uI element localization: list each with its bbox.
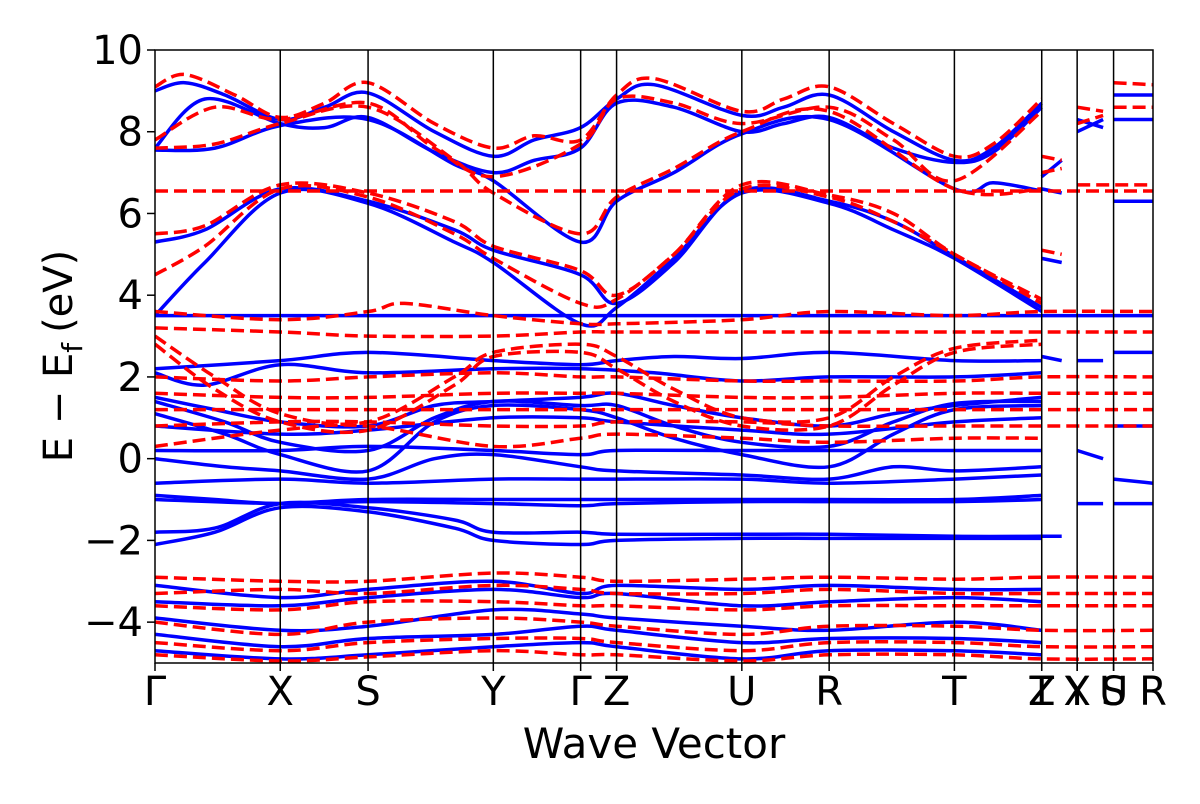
dashed-band-0 [155, 72, 1043, 159]
y-tick-label-5: 6 [118, 191, 143, 237]
solid-band-2 [155, 114, 1043, 244]
solid-band-12 [155, 444, 1042, 457]
solid-band-20 [155, 587, 1042, 608]
kpoint-label-14: S [1101, 669, 1126, 715]
dashed-band-21 [1041, 154, 1063, 163]
solid-band-32 [1076, 448, 1104, 461]
kpoint-label-5: Z [603, 669, 630, 715]
x-axis-label: Wave Vector [523, 719, 786, 768]
kpoint-label-12: X [1063, 669, 1090, 715]
solid-band-30 [1076, 117, 1104, 134]
dashed-band-11 [155, 391, 1153, 400]
solid-band-24 [1040, 158, 1063, 179]
dashed-band-23 [1041, 248, 1063, 257]
solid-band-11 [155, 414, 1042, 437]
kpoint-label-1: X [267, 669, 294, 715]
dashed-band-20 [155, 648, 1153, 663]
kpoint-label-2: S [355, 669, 380, 715]
kpoint-label-10: T [1029, 669, 1055, 715]
kpoint-label-7: R [815, 669, 843, 715]
kpoint-label-8: T [941, 669, 967, 715]
solid-band-26 [1041, 256, 1063, 265]
dashed-band-5 [155, 183, 1043, 309]
kpoint-label-11: Y [1064, 669, 1090, 715]
high-symmetry-lines [279, 50, 1115, 663]
y-tick-label-4: 4 [118, 273, 143, 319]
solid-band-23 [155, 640, 1042, 661]
y-axis-label: E − Ef (eV) [36, 250, 89, 463]
kpoint-label-9: Z [1028, 669, 1055, 715]
kpoint-label-4: Γ [569, 669, 592, 715]
y-tick-label-7: 10 [92, 28, 143, 74]
y-tick-label-6: 8 [118, 110, 143, 156]
solid-band-13 [155, 452, 1042, 482]
kpoint-label-3: Y [480, 669, 506, 715]
kpoint-label-13: U [1099, 669, 1128, 715]
dashed-band-18 [155, 616, 1153, 637]
y-axis-label-unit: (eV) [36, 250, 82, 333]
dashed-band-9 [155, 342, 1042, 435]
y-axis-label-main: E − E [36, 353, 82, 463]
plot-frame [154, 49, 1154, 664]
dashed-band-16 [155, 583, 1153, 596]
x-axis-ticks: Γ X S Y Γ Z U R T ZT YX US R [144, 663, 1167, 715]
y-tick-label-2: 0 [118, 437, 143, 483]
dashed-band-25 [1076, 113, 1104, 126]
solid-band-22 [155, 624, 1042, 649]
dashed-band-19 [155, 636, 1153, 653]
kpoint-label-6: U [727, 669, 756, 715]
y-tick-label-3: 2 [118, 355, 143, 401]
dashed-band-4 [155, 179, 1043, 301]
kpoint-label-15: R [1139, 669, 1167, 715]
solid-band-10 [155, 403, 1042, 474]
kpoint-label-0: Γ [144, 669, 167, 715]
dashed-band-8 [155, 334, 1042, 426]
dashed-band-2 [155, 104, 1042, 236]
dashed-band-1 [155, 94, 1043, 183]
dashed-band-15 [155, 571, 1153, 584]
solid-band-9 [155, 399, 1042, 454]
dashed-band-14 [155, 423, 1042, 449]
solid-band-39 [1113, 477, 1153, 485]
y-axis-ticks: −4 −2 0 2 4 6 8 10 [84, 28, 155, 646]
y-axis-label-subscript: f [56, 342, 89, 353]
solid-band-1 [155, 96, 1043, 175]
dashed-band-7 [155, 326, 1153, 339]
dashed-band-22 [1041, 166, 1063, 175]
y-tick-label-0: −4 [84, 600, 143, 646]
band-lines [155, 72, 1153, 663]
dashed-band-27 [1113, 80, 1153, 87]
solid-band-14 [155, 473, 1042, 485]
dashed-band-17 [155, 599, 1153, 612]
dashed-band-6 [155, 301, 1153, 327]
solid-band-6 [155, 350, 1042, 371]
dashed-band-13 [155, 419, 1153, 429]
y-axis-label-group: E − Ef (eV) [36, 250, 89, 463]
y-tick-label-1: −2 [84, 518, 143, 564]
dashed-band-24 [1076, 105, 1104, 114]
solid-band-27 [1041, 354, 1063, 363]
dashed-band-10 [155, 371, 1153, 384]
